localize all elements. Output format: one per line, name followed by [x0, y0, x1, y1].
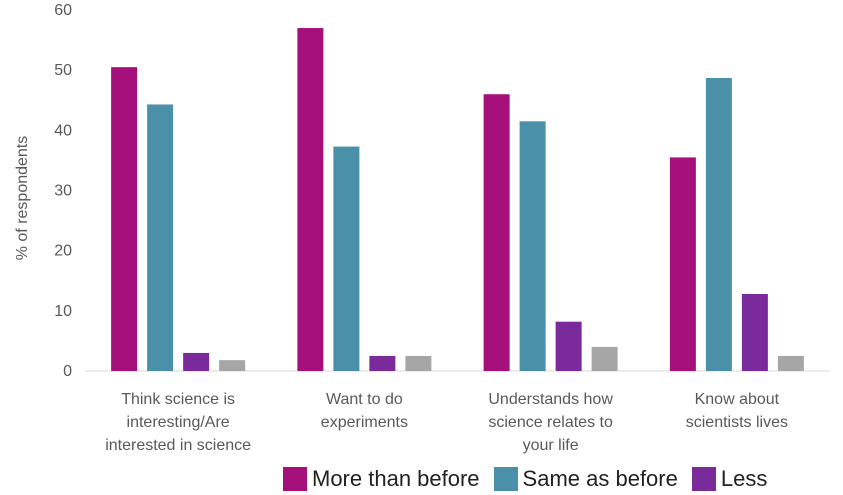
legend-label: More than before [312, 466, 480, 491]
bar [333, 146, 360, 371]
legend-label: Less [720, 466, 768, 491]
bar [147, 104, 174, 371]
x-category-label: Understands how science relates to your li… [488, 391, 613, 454]
legend-swatch [283, 467, 307, 491]
y-tick-label: 0 [63, 363, 72, 380]
y-tick-label: 60 [54, 2, 72, 19]
x-category-label: Know about scientists lives [686, 391, 788, 431]
legend-swatch [691, 467, 716, 491]
legend: More than before Same as before Less [283, 466, 767, 492]
bar [405, 355, 432, 371]
bar [777, 355, 804, 371]
bar [669, 157, 696, 371]
bar [591, 346, 618, 371]
bar [483, 94, 510, 371]
y-tick-label: 20 [54, 243, 72, 260]
bar [219, 360, 246, 371]
bar [519, 121, 546, 371]
bar [705, 77, 732, 371]
x-category-label: Want to do experiments [321, 391, 408, 431]
legend-label: Same as before [522, 466, 678, 491]
bar-chart: % of respondents 0 10 20 30 40 50 60 Think sci… [14, 2, 830, 454]
legend-item: Less [691, 466, 768, 492]
y-tick-label: 10 [54, 303, 72, 320]
legend-item: Same as before [493, 466, 678, 492]
bar [555, 321, 582, 371]
bar [297, 28, 324, 372]
y-tick-label: 40 [54, 122, 72, 139]
legend-item: More than before [283, 466, 480, 492]
y-tick-label: 50 [54, 62, 72, 79]
y-tick-label: 30 [54, 183, 72, 200]
legend-swatch [493, 467, 518, 491]
bar [741, 293, 768, 371]
bar [111, 67, 138, 372]
bar [183, 352, 210, 371]
y-axis-label: % of respondents [14, 136, 31, 261]
bar [369, 355, 396, 371]
x-category-label: Think science is interesting/Are intereste… [105, 391, 251, 454]
